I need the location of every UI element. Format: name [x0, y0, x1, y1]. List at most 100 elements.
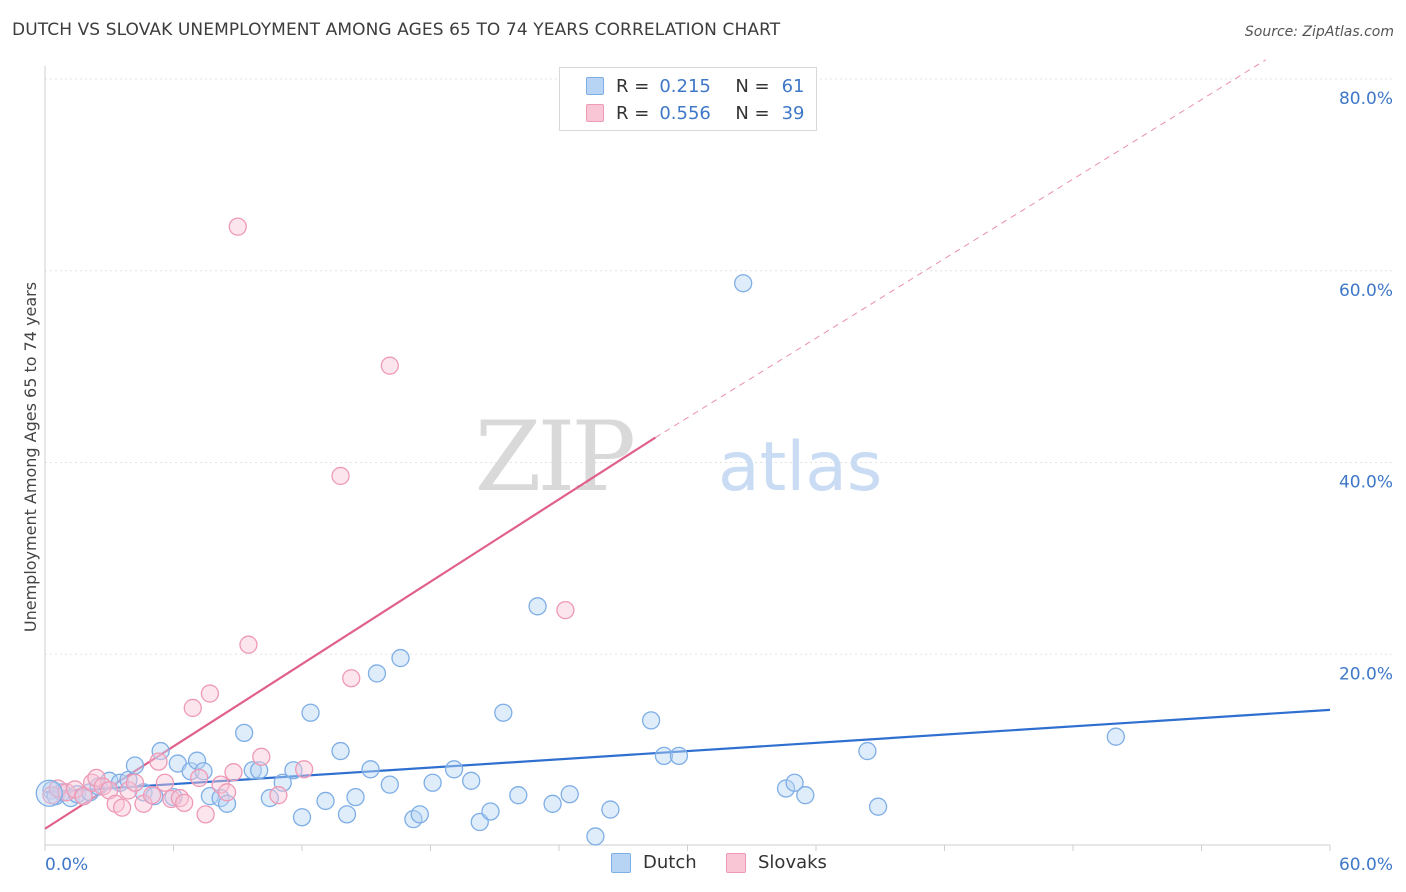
- x-tick-labels: 0.0% 60.0%: [45, 855, 1393, 875]
- dutch-point: [560, 785, 579, 804]
- trend-lines: [44, 59, 1331, 830]
- slovaks-point: [556, 600, 575, 620]
- slovaks-point: [228, 217, 247, 236]
- data-points: [35, 217, 1125, 846]
- slovaks-point: [149, 752, 168, 771]
- dutch-point: [1106, 727, 1125, 746]
- dutch-point: [235, 723, 254, 743]
- slovaks-point: [294, 760, 314, 779]
- legend-row-slovaks: R = 0.556 N = 39: [586, 101, 805, 125]
- legend-label-dutch: Dutch: [643, 852, 697, 873]
- watermark: ZIP atlas: [475, 401, 883, 513]
- dutch-point-cluster: [35, 779, 63, 807]
- n-value: 39: [781, 102, 805, 124]
- dutch-point: [481, 802, 500, 821]
- dutch-point: [361, 760, 380, 779]
- x-tick-label: 0.0%: [45, 855, 88, 875]
- r-label: R =: [616, 75, 650, 97]
- y-axis-title: Unemployment Among Ages 65 to 74 years: [21, 282, 40, 632]
- y-tick-label: 40.0%: [1339, 473, 1393, 493]
- watermark-atlas: atlas: [718, 428, 882, 507]
- slovaks-trend-line: [44, 436, 656, 830]
- series-legend: Dutch Slovaks: [0, 852, 1406, 878]
- dutch-point: [494, 703, 513, 722]
- axes: [44, 66, 1331, 851]
- dutch-point: [337, 805, 357, 824]
- dutch-point: [858, 741, 877, 761]
- n-label: N =: [735, 75, 770, 97]
- x-tick-label: 60.0%: [1339, 855, 1393, 875]
- correlation-legend: R = 0.215 N = 61 R = 0.556 N = 39: [559, 67, 817, 131]
- dutch-swatch: [611, 852, 631, 873]
- dutch-point: [601, 800, 620, 819]
- dutch-point: [250, 761, 269, 780]
- dutch-point: [316, 791, 335, 811]
- dutch-point: [654, 746, 674, 766]
- legend-item-slovaks: Slovaks: [726, 852, 827, 873]
- slovaks-point: [74, 786, 93, 806]
- dutch-point: [796, 786, 815, 805]
- dutch-point: [125, 756, 145, 775]
- dutch-swatch: [586, 77, 604, 95]
- r-value: 0.215: [659, 75, 711, 97]
- slovaks-point: [155, 773, 175, 792]
- dutch-point: [528, 597, 547, 616]
- slovak-swatch: [586, 104, 604, 122]
- slovaks-point: [331, 466, 350, 486]
- n-value: 61: [781, 75, 805, 97]
- dutch-point: [367, 664, 387, 683]
- dutch-point: [543, 794, 562, 813]
- slovak-swatch: [726, 852, 746, 873]
- dutch-point: [301, 703, 320, 722]
- dutch-point: [380, 775, 399, 794]
- dutch-point: [868, 797, 888, 816]
- grid-lines: [45, 78, 1392, 655]
- slovaks-point: [269, 786, 288, 805]
- dutch-point: [734, 274, 753, 293]
- y-tick-label: 80.0%: [1339, 89, 1393, 109]
- y-tick-label: 20.0%: [1339, 664, 1393, 684]
- dutch-point: [391, 648, 410, 668]
- slovaks-point: [239, 635, 258, 654]
- dutch-point: [462, 771, 481, 790]
- y-tick-label: 60.0%: [1339, 281, 1393, 301]
- legend-item-dutch: Dutch: [611, 852, 697, 873]
- slovaks-point: [380, 356, 399, 375]
- slovaks-point: [217, 783, 237, 802]
- slovaks-point: [190, 768, 209, 788]
- dutch-point: [669, 746, 689, 766]
- dutch-point: [444, 760, 464, 779]
- dutch-point: [785, 773, 804, 792]
- dutch-point: [292, 808, 312, 827]
- n-label: N =: [735, 102, 770, 124]
- slovaks-point: [200, 684, 220, 703]
- y-tick-labels: 20.0% 40.0% 60.0% 80.0%: [1339, 89, 1393, 684]
- watermark-zip: ZIP: [475, 401, 634, 513]
- slovaks-point: [125, 773, 145, 792]
- dutch-point: [423, 773, 442, 792]
- slovaks-point: [42, 786, 61, 805]
- dutch-point: [243, 761, 262, 780]
- source-credit: Source: ZipAtlas.com: [1244, 24, 1394, 40]
- dutch-point: [509, 786, 528, 805]
- dutch-point: [346, 787, 365, 807]
- chart-title: DUTCH VS SLOVAK UNEMPLOYMENT AMONG AGES …: [12, 20, 781, 40]
- slovaks-point: [224, 763, 243, 782]
- r-label: R =: [616, 102, 650, 124]
- legend-row-dutch: R = 0.215 N = 61: [586, 74, 805, 98]
- slovaks-point: [112, 798, 132, 817]
- slovaks-point: [342, 669, 361, 688]
- r-value: 0.556: [659, 102, 711, 124]
- dutch-point: [410, 805, 429, 824]
- dutch-point: [641, 711, 661, 730]
- dutch-point: [586, 827, 605, 846]
- slovaks-point: [183, 698, 202, 718]
- slovaks-point: [142, 786, 162, 805]
- slovaks-trend-extension: [655, 59, 1267, 438]
- slovaks-point: [196, 805, 215, 824]
- legend-label-slovaks: Slovaks: [758, 852, 827, 873]
- dutch-point: [331, 741, 350, 761]
- slovaks-point: [252, 747, 271, 766]
- slovaks-point: [175, 793, 194, 813]
